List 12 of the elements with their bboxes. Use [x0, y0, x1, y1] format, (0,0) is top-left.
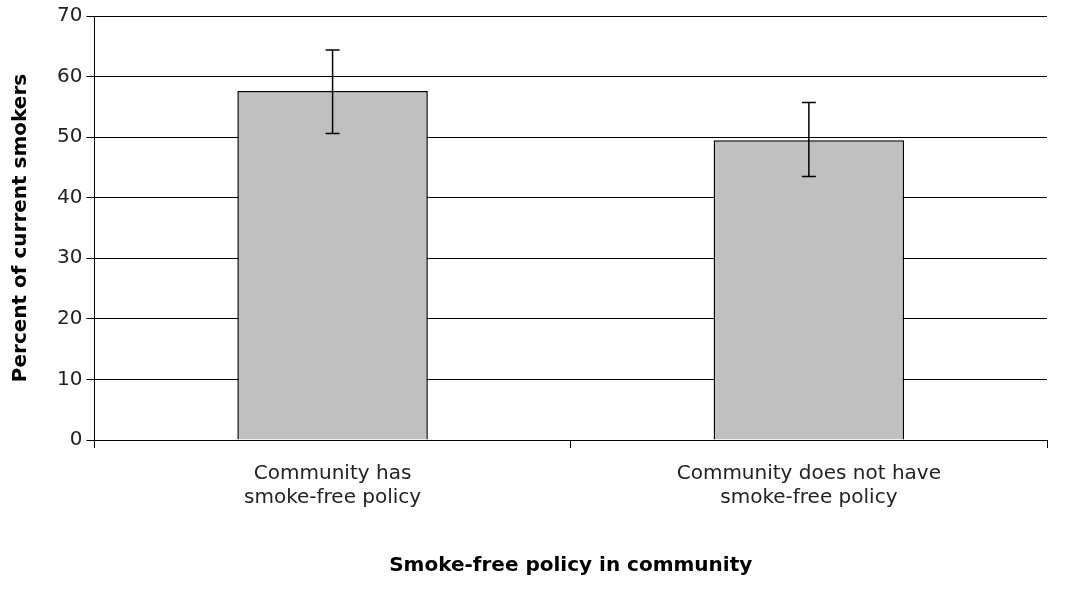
y-tick-label: 0 [69, 426, 83, 451]
y-axis-title: Percent of current smokers [7, 73, 32, 383]
x-tick-label: Community has smoke-free policy [243, 460, 422, 509]
y-tick-label: 70 [57, 2, 83, 27]
x-axis-title: Smoke-free policy in community [389, 552, 753, 577]
y-tick-label: 60 [57, 62, 83, 87]
y-tick-label: 30 [57, 244, 83, 269]
x-tick-label: Community does not have smoke-free policy [676, 460, 942, 509]
y-tick-label: 20 [57, 305, 83, 330]
y-tick-label: 10 [57, 365, 83, 390]
y-tick-label: 50 [57, 123, 83, 148]
y-tick-label: 40 [57, 183, 83, 208]
